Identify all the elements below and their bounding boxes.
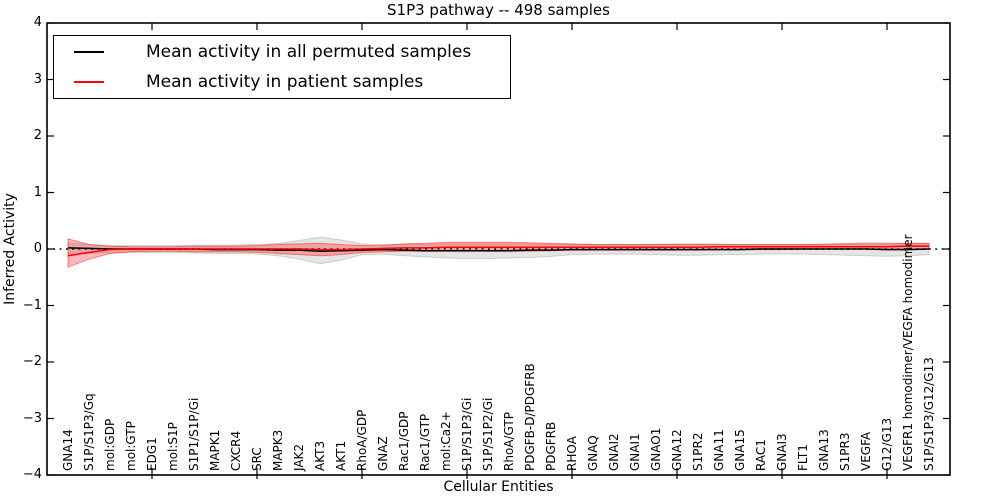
x-tick-label: SRC <box>250 447 264 471</box>
legend-line-sample-black <box>74 51 104 54</box>
y-tick-label: −2 <box>22 354 42 369</box>
legend-label-patient: Mean activity in patient samples <box>146 71 424 92</box>
x-tick-label: S1PR3 <box>838 432 852 471</box>
x-tick-label: RHOA <box>565 436 579 471</box>
x-tick-label: EDG1 <box>145 437 159 471</box>
x-tick-label: Rac1/GTP <box>418 413 432 471</box>
legend: Mean activity in all permuted samples Me… <box>53 35 511 99</box>
y-tick-label: 3 <box>33 71 42 87</box>
x-tick-label: Rac1/GDP <box>397 411 411 471</box>
y-tick-label: 2 <box>33 128 42 143</box>
x-tick-label: AKT3 <box>313 440 327 471</box>
x-tick-label: JAK2 <box>292 443 306 471</box>
x-axis-label: Cellular Entities <box>443 479 554 495</box>
x-tick-label: GNA15 <box>733 429 747 471</box>
x-tick-label: VEGFA <box>859 431 873 471</box>
x-tick-label: S1P/S1P3/Gi <box>460 397 474 471</box>
y-tick-label: −1 <box>22 297 42 313</box>
x-tick-label: S1PR2 <box>691 432 705 471</box>
x-tick-label: GNAQ <box>586 435 600 471</box>
x-tick-label: mol:GDP <box>103 418 117 471</box>
x-tick-label: PDGFRB <box>544 421 558 471</box>
x-tick-label: GNAI1 <box>628 433 642 471</box>
x-tick-label: RAC1 <box>754 439 768 471</box>
x-tick-label: FLT1 <box>796 444 810 471</box>
legend-label-permuted: Mean activity in all permuted samples <box>146 42 472 63</box>
y-tick-label: −4 <box>22 467 42 482</box>
y-tick-label: 0 <box>33 241 42 256</box>
x-tick-label: MAPK3 <box>271 429 285 471</box>
x-tick-label: G12/G13 <box>880 417 894 471</box>
y-tick-label: 1 <box>33 184 42 200</box>
x-tick-label: GNA14 <box>61 429 75 471</box>
legend-item-permuted: Mean activity in all permuted samples <box>54 39 510 65</box>
x-tick-label: GNAI3 <box>775 433 789 471</box>
x-tick-label: GNA13 <box>817 429 831 471</box>
x-tick-label: mol:GTP <box>124 421 138 471</box>
y-tick-label: −3 <box>22 410 42 426</box>
x-tick-label: CXCR4 <box>229 430 243 471</box>
series-line-1 <box>67 245 929 257</box>
chart-title: S1P3 pathway -- 498 samples <box>387 1 610 19</box>
legend-line-sample-red <box>74 80 104 83</box>
x-tick-label: mol:Ca2+ <box>439 411 453 471</box>
x-tick-label: GNA11 <box>712 429 726 471</box>
y-tick-label: 4 <box>33 15 42 30</box>
x-tick-label: GNAI2 <box>607 433 621 471</box>
x-tick-label: S1P/S1P2/Gi <box>481 397 495 471</box>
x-tick-label: MAPK1 <box>208 429 222 471</box>
x-tick-label: S1P/S1P3/G12/G13 <box>922 357 936 471</box>
x-tick-label: mol:S1P <box>166 422 180 471</box>
x-tick-label: PDGFB-D/PDGFRB <box>523 363 537 471</box>
x-tick-label: VEGFR1 homodimer/VEGFA homodimer <box>901 234 915 471</box>
x-tick-label: GNA12 <box>670 429 684 471</box>
legend-item-patient: Mean activity in patient samples <box>54 69 510 95</box>
x-tick-label: GNAO1 <box>649 427 663 471</box>
x-tick-label: RhoA/GDP <box>355 409 369 471</box>
x-tick-label: S1P/S1P3/Gq <box>82 393 96 471</box>
x-tick-label: GNAZ <box>376 436 390 471</box>
plot-border <box>46 22 951 476</box>
x-tick-label: AKT1 <box>334 440 348 471</box>
x-tick-label: RhoA/GTP <box>502 412 516 471</box>
x-tick-label: S1P1/S1P/Gi <box>187 397 201 471</box>
